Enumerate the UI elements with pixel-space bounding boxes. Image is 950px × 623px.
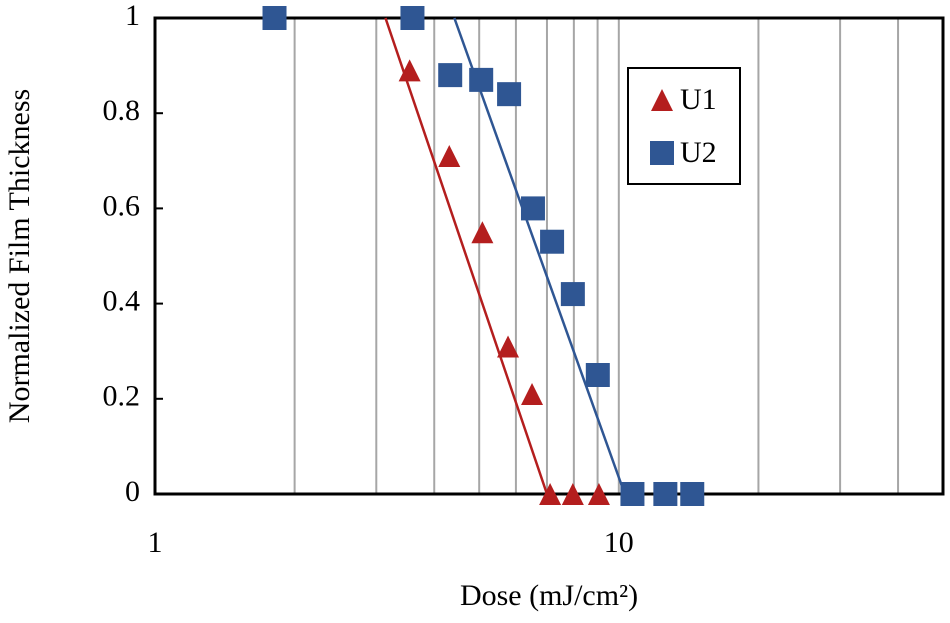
y-tick-label: 0.6 bbox=[103, 189, 141, 222]
legend-box bbox=[627, 67, 741, 185]
legend-label: U1 bbox=[680, 83, 717, 116]
square-marker bbox=[620, 482, 645, 506]
triangle-marker bbox=[587, 483, 610, 505]
triangle-marker bbox=[539, 483, 562, 505]
y-tick-label: 0.2 bbox=[103, 380, 141, 413]
fit-line bbox=[384, 17, 549, 495]
square-marker bbox=[438, 63, 463, 88]
triangle-marker bbox=[471, 221, 494, 244]
square-marker bbox=[680, 482, 705, 506]
square-marker bbox=[585, 363, 610, 387]
square-marker bbox=[520, 196, 545, 221]
triangle-marker bbox=[398, 59, 421, 82]
legend-label: U2 bbox=[680, 136, 717, 169]
plot-frame bbox=[153, 16, 945, 496]
triangle-marker bbox=[497, 335, 520, 358]
y-tick-label: 0.4 bbox=[103, 284, 141, 317]
y-tick-label: 0 bbox=[125, 475, 140, 508]
square-marker bbox=[560, 282, 585, 307]
square-marker bbox=[262, 6, 287, 30]
triangle-marker bbox=[438, 145, 461, 168]
triangle-marker bbox=[561, 483, 584, 505]
square-marker bbox=[469, 67, 494, 92]
y-axis-title: Normalized Film Thickness bbox=[3, 89, 36, 423]
fit-line bbox=[453, 17, 626, 495]
square-marker bbox=[540, 229, 565, 254]
y-tick-label: 1 bbox=[125, 0, 140, 32]
square-marker bbox=[400, 6, 425, 30]
y-tick-label: 0.8 bbox=[103, 94, 141, 127]
x-axis-title: Dose (mJ/cm²) bbox=[460, 579, 638, 612]
square-marker bbox=[653, 482, 678, 506]
square-marker bbox=[497, 82, 522, 107]
legend-marker bbox=[650, 141, 674, 165]
legend-marker bbox=[651, 89, 673, 111]
triangle-marker bbox=[521, 383, 544, 406]
x-tick-label: 1 bbox=[148, 526, 163, 559]
x-tick-label: 10 bbox=[604, 526, 634, 559]
